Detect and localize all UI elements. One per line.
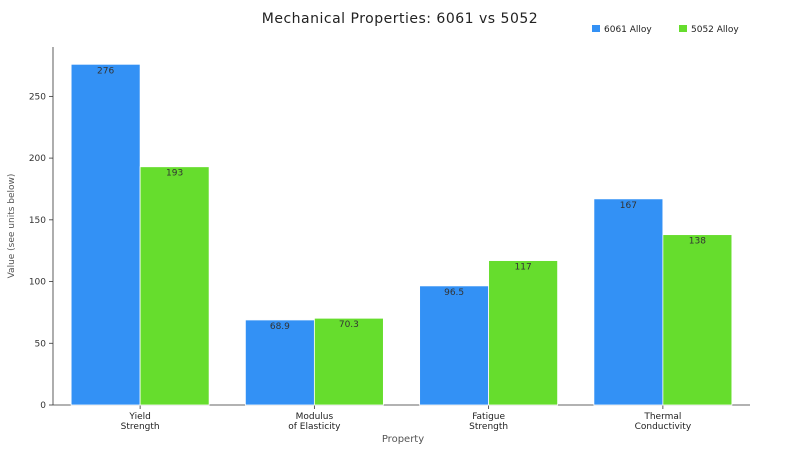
x-tick-label: Strength bbox=[469, 422, 508, 432]
y-tick-label: 250 bbox=[29, 92, 46, 102]
y-tick-label: 200 bbox=[29, 154, 46, 164]
data-label: 193 bbox=[166, 169, 183, 179]
x-axis-title: Property bbox=[382, 434, 424, 445]
bar bbox=[244, 319, 315, 406]
x-tick-label: Modulus bbox=[296, 412, 334, 422]
x-tick-label: Yield bbox=[128, 412, 150, 422]
bar bbox=[419, 285, 490, 406]
x-tick-label: Thermal bbox=[643, 412, 681, 422]
legend-swatch bbox=[679, 25, 687, 32]
data-label: 68.9 bbox=[270, 322, 290, 332]
data-label: 138 bbox=[689, 237, 706, 247]
data-labels: 276 193 68.9 70.3 96.5 117 167 138 bbox=[97, 66, 706, 332]
bar bbox=[70, 63, 141, 406]
legend-swatch bbox=[592, 25, 600, 32]
bars bbox=[70, 63, 733, 406]
bar bbox=[313, 317, 384, 406]
x-tick-label: Fatigue bbox=[472, 412, 505, 422]
data-label: 70.3 bbox=[339, 320, 359, 330]
x-tick-label: Conductivity bbox=[635, 422, 692, 432]
bar bbox=[488, 260, 559, 406]
x-tick-label: Strength bbox=[121, 422, 160, 432]
data-label: 96.5 bbox=[444, 288, 464, 298]
y-tick-label: 150 bbox=[29, 216, 46, 226]
x-tick-label: of Elasticity bbox=[288, 422, 341, 432]
bar bbox=[662, 234, 733, 406]
bar bbox=[139, 166, 210, 406]
y-tick-label: 50 bbox=[35, 339, 47, 349]
y-axis: 0 50 100 150 200 250 bbox=[29, 47, 54, 411]
y-tick-label: 100 bbox=[29, 278, 46, 288]
legend: 6061 Alloy 5052 Alloy bbox=[592, 25, 739, 35]
legend-label: 5052 Alloy bbox=[691, 25, 739, 35]
chart-title: Mechanical Properties: 6061 vs 5052 bbox=[262, 11, 538, 27]
legend-label: 6061 Alloy bbox=[604, 25, 652, 35]
y-tick-label: 0 bbox=[40, 401, 46, 411]
bar bbox=[593, 198, 664, 406]
y-axis-title: Value (see units below) bbox=[7, 174, 17, 279]
data-label: 276 bbox=[97, 66, 114, 76]
data-label: 167 bbox=[620, 201, 637, 211]
data-label: 117 bbox=[515, 263, 532, 273]
